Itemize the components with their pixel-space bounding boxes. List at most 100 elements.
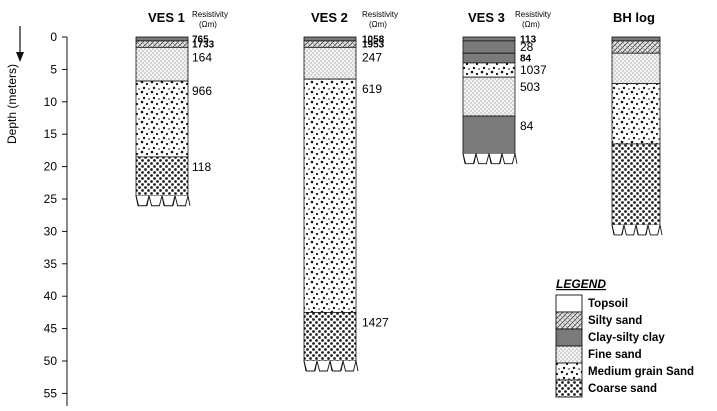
ves2-title: VES 2 [311, 10, 348, 25]
ves3-resistivity-value: 503 [520, 80, 540, 94]
down-arrow-icon [16, 52, 24, 62]
columns-group: 7651733164966118105819532476191427113288… [135, 34, 663, 372]
legend-swatch-medium [555, 362, 583, 381]
column-end-mark [635, 224, 639, 236]
ves2-layer-silty [303, 40, 357, 48]
column-end-mark [645, 224, 649, 236]
legend-swatch-coarse [555, 379, 583, 398]
legend-label-silty: Silty sand [588, 315, 642, 327]
ves3-layer-medium [462, 62, 516, 78]
bh-column [611, 36, 663, 236]
legend-swatch-silty [555, 311, 583, 330]
bh-layer-clay [611, 36, 661, 42]
column-end-mark [621, 224, 625, 236]
ves3-resistivity-value: 28 [520, 40, 534, 54]
depth-tick-label: 40 [44, 289, 58, 303]
ves3-resistivity-value: 84 [520, 119, 534, 133]
ves1-resistivity-value: 164 [192, 50, 212, 64]
column-end-mark [172, 195, 176, 206]
column-end-icon [303, 360, 357, 372]
column-end-mark [355, 360, 359, 372]
ves1-resistivity-value: 118 [192, 160, 211, 174]
column-end-mark [488, 153, 492, 164]
column-end-mark [473, 153, 477, 164]
ves1-title: VES 1 [148, 10, 185, 25]
ves2-resistivity-value: 1058 [362, 34, 385, 45]
ves3-layer-fine [462, 76, 516, 117]
ves1-resistivity-value: 966 [192, 84, 212, 98]
column-end-mark [135, 195, 139, 206]
ves1-layer-clay [135, 36, 189, 42]
depth-tick-label: 5 [50, 62, 57, 76]
column-end-mark [161, 195, 165, 206]
depth-tick-label: 50 [44, 354, 58, 368]
column-end-mark [314, 360, 318, 372]
ves3-resistivity-value: 113 [520, 34, 537, 45]
ves3-unit-label: (Ωm) [522, 20, 540, 29]
depth-tick-label: 30 [44, 224, 58, 238]
column-end-icon [611, 224, 661, 236]
ves2-resistivity-value: 619 [362, 82, 382, 96]
ves1-layer-medium [135, 80, 189, 158]
depth-tick-label: 45 [44, 322, 58, 336]
depth-ticks: 0 5 10 15 20 25 30 35 40 45 50 55 [44, 30, 67, 400]
column-end-icon [135, 195, 189, 207]
bh-layer-medium [611, 83, 661, 145]
legend: LEGEND Topsoil Silty sand Clay-silty clay F… [555, 277, 694, 398]
legend-label-coarse: Coarse sand [588, 383, 657, 395]
bh-layer-fine [611, 52, 661, 85]
ves1-unit-label: (Ωm) [199, 20, 217, 29]
column-end-mark [462, 153, 466, 164]
ves2-resistivity-label: Resistivity [362, 10, 398, 19]
column-end-mark [329, 360, 333, 372]
legend-swatch-fine [555, 345, 583, 364]
ves1-layer-silty [135, 40, 189, 48]
ves2-resistivity-value: 1953 [362, 40, 385, 51]
ves3-layer-clay [462, 52, 516, 64]
depth-tick-label: 0 [50, 30, 57, 44]
depth-tick-label: 20 [44, 160, 58, 174]
column-end-mark [659, 224, 663, 236]
bh-layer-coarse [611, 143, 661, 226]
column-end-mark [514, 153, 518, 164]
legend-label-topsoil: Topsoil [588, 298, 628, 310]
ves1-layer-fine [135, 46, 189, 82]
ves3-layer-clay [462, 115, 516, 155]
legend-label-medium: Medium grain Sand [588, 366, 694, 378]
ves1-resistivity-value: 1733 [192, 40, 215, 51]
column-end-mark [499, 153, 503, 164]
column-end-mark [146, 195, 150, 206]
legend-items: Topsoil Silty sand Clay-silty clay Fine san… [555, 294, 694, 398]
ves3-resistivity-value: 84 [520, 54, 532, 65]
depth-tick-label: 35 [44, 257, 58, 271]
ves3-title: VES 3 [468, 10, 505, 25]
legend-label-fine: Fine sand [588, 349, 642, 361]
column-end-mark [187, 195, 191, 206]
depth-axis-label: Depth (meters) [5, 64, 19, 144]
ves1-resistivity-label: Resistivity [192, 10, 228, 19]
ves1-layer-coarse [135, 156, 189, 197]
depth-tick-label: 25 [44, 192, 58, 206]
legend-title: LEGEND [556, 277, 606, 291]
legend-swatch-topsoil [555, 294, 583, 313]
legend-label-clay: Clay-silty clay [588, 332, 665, 344]
column-end-mark [303, 360, 307, 372]
legend-swatch-clay [555, 328, 583, 347]
ves2-layer-clay [303, 36, 357, 42]
bh-log-title: BH log [613, 10, 655, 25]
ves3-layer-clay [462, 36, 516, 42]
ves2-unit-label: (Ωm) [369, 20, 387, 29]
depth-axis: 0 5 10 15 20 25 30 35 40 45 50 55 Depth (meters) [5, 26, 68, 406]
bh-layer-silty [611, 40, 661, 54]
depth-tick-label: 55 [44, 386, 58, 400]
ves3-resistivity-label: Resistivity [515, 10, 551, 19]
ves2-layer-coarse [303, 311, 357, 362]
ves2-layer-fine [303, 46, 357, 80]
column-end-mark [340, 360, 344, 372]
depth-tick-label: 15 [44, 127, 58, 141]
ves3-resistivity-value: 1037 [520, 63, 547, 77]
